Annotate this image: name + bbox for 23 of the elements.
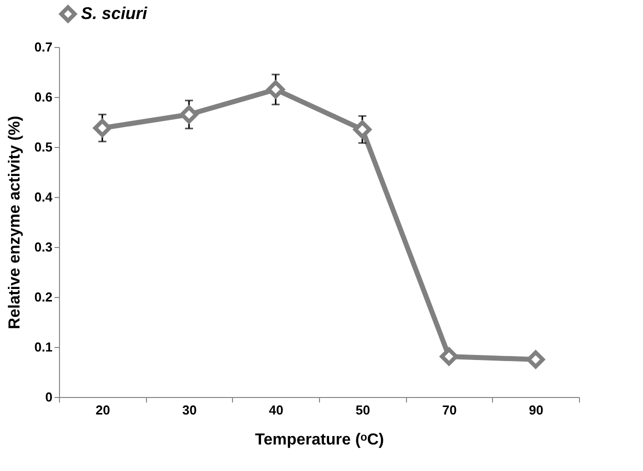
y-tick-label: 0.1 [34,340,52,354]
legend-label: S. sciuri [81,4,148,23]
y-tick-label: 0.3 [34,240,52,254]
point [526,350,545,369]
y-tick-label: 0 [45,390,52,404]
x-tick-label: 90 [528,402,544,418]
x-axis-title: Temperature (ᵒC) [255,432,384,448]
y-tick-label: 0.4 [34,190,54,204]
y-tick-label: 0.2 [34,290,52,304]
y-tick-label: 0.7 [34,40,52,54]
point [440,347,458,366]
y-axis-title: Relative enzyme activity (%) [6,116,24,330]
point [353,120,372,139]
point [93,118,112,138]
x-tick-label: 30 [182,402,197,418]
x-tick-label: 70 [442,402,457,418]
x-tick-label: 50 [356,402,370,418]
y-tick-label: 0.5 [34,140,52,154]
x-tick-label: 40 [268,402,284,418]
point [180,105,198,124]
y-tick-label: 0.6 [34,90,52,104]
point [266,80,285,99]
x-tick-label: 20 [96,402,110,418]
